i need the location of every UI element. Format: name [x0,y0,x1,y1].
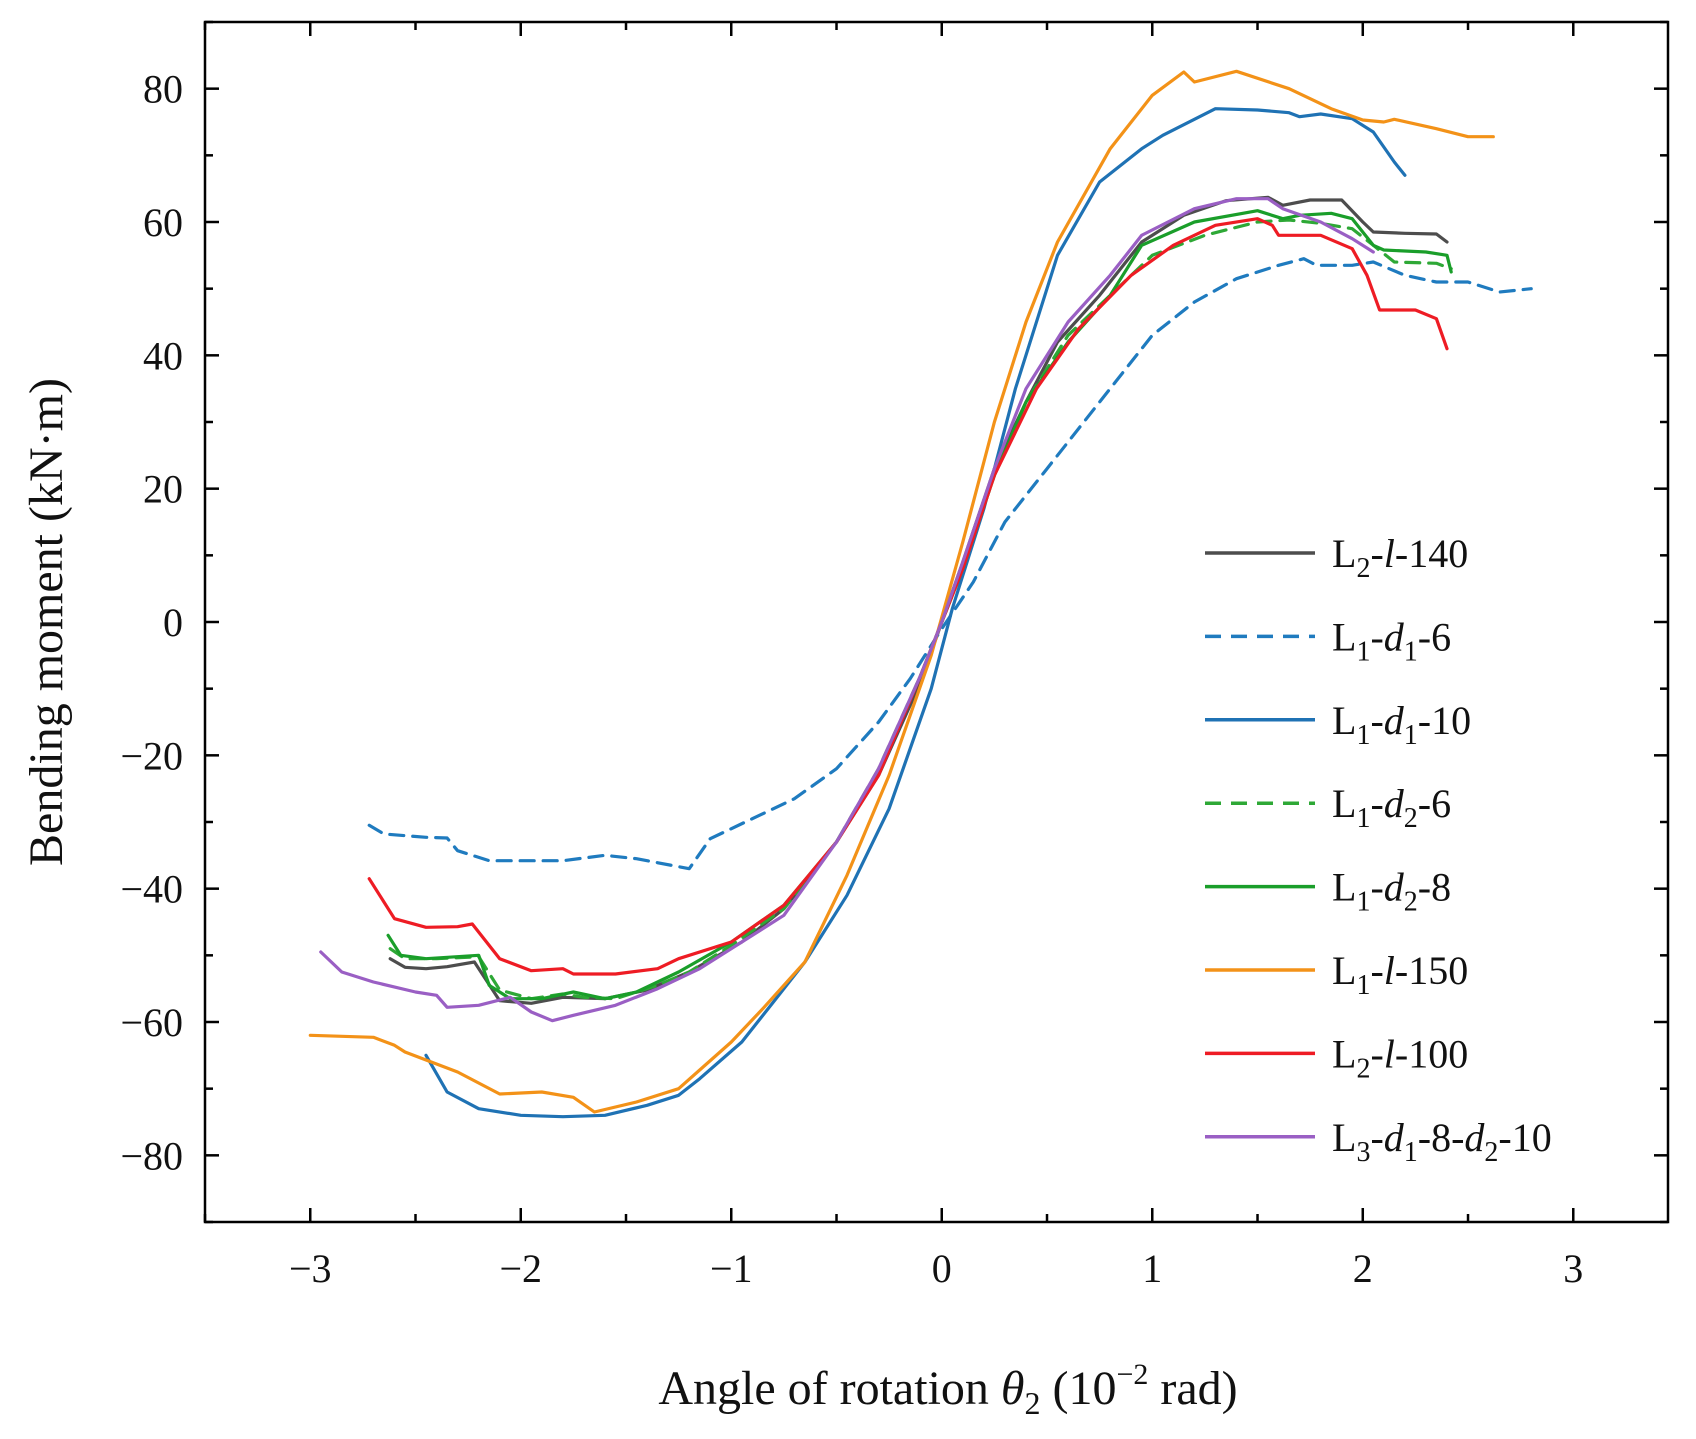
legend-label-L2-l-100: L2-l-100 [1332,1031,1468,1084]
legend: L2-l-140L1-d1-6L1-d1-10L1-d2-6L1-d2-8L1-… [1205,531,1552,1168]
legend-label-L1-d2-6: L1-d2-6 [1332,781,1451,834]
legend-label-part: d [1384,865,1405,910]
legend-label-part: -6 [1418,781,1451,826]
series-line-L1-d1-10 [424,107,1407,1119]
legend-label-part: 2 [1484,1137,1498,1168]
legend-label-part: - [1370,531,1383,576]
x-axis-title-unit-sup: −2 [1116,1358,1148,1391]
legend-label-part: - [1370,948,1383,993]
series-line-L1-d2-8 [386,209,1453,1001]
legend-label-part: 1 [1404,636,1418,667]
legend-label-part: -150 [1395,948,1468,993]
legend-label-part: d [1384,698,1405,743]
legend-label-part: - [1370,614,1383,659]
legend-label-part: - [1370,865,1383,910]
legend-label-L2-l-140: L2-l-140 [1332,531,1468,584]
legend-label-part: 1 [1356,720,1370,751]
legend-label-part: l [1384,531,1395,576]
legend-label-part: d [1464,1115,1485,1160]
x-axis-title-symbol: θ [1001,1362,1025,1415]
x-axis-title-text: Angle of rotation [658,1362,1001,1415]
x-tick-label: 2 [1353,1246,1373,1291]
legend-label-part: L [1332,698,1356,743]
y-tick-label: 80 [143,67,183,112]
legend-label-L1-d1-6: L1-d1-6 [1332,614,1451,667]
legend-label-part: L [1332,531,1356,576]
legend-label-part: -10 [1418,698,1471,743]
x-tick-label: 0 [932,1246,952,1291]
legend-label-part: 1 [1404,720,1418,751]
legend-label-part: - [1370,781,1383,826]
legend-label-part: d [1384,614,1405,659]
legend-label-part: - [1370,1115,1383,1160]
y-tick-label: −20 [120,733,183,778]
legend-label-part: - [1370,1031,1383,1076]
legend-label-part: -6 [1418,614,1451,659]
y-tick-label: −80 [120,1133,183,1178]
legend-label-part: 1 [1356,803,1370,834]
legend-label-part: 1 [1356,970,1370,1001]
y-tick-label: −40 [120,867,183,912]
legend-label-part: -140 [1395,531,1468,576]
y-tick-label: 40 [143,333,183,378]
legend-label-part: -8- [1418,1115,1465,1160]
legend-label-L3-d1-8-d2-10: L3-d1-8-d2-10 [1332,1115,1552,1168]
legend-label-part: d [1384,781,1405,826]
x-axis-title-unit-open: (10 [1040,1362,1116,1415]
y-tick-label: 0 [163,600,183,645]
x-tick-label: −2 [499,1246,542,1291]
legend-label-part: 2 [1356,1053,1370,1084]
legend-label-L1-l-150: L1-l-150 [1332,948,1468,1001]
x-tick-label: −3 [289,1246,332,1291]
legend-label-part: 2 [1356,553,1370,584]
legend-label-part: 2 [1404,887,1418,918]
axis-ticks: −3 −2 −1 0 1 2 3 −80 −60 −40 −20 0 20 40 60 80 [120,20,1668,1291]
x-axis-title-symbol-sub: 2 [1024,1385,1040,1421]
y-tick-label: 60 [143,200,183,245]
legend-label-part: L [1332,865,1356,910]
series-line-L3-d1-8-d2-10 [319,197,1375,1023]
x-axis-title-unit-close: rad) [1148,1362,1237,1415]
x-tick-label: 1 [1142,1246,1162,1291]
legend-label-part: 1 [1356,636,1370,667]
legend-label-part: L [1332,781,1356,826]
legend-label-part: -10 [1498,1115,1551,1160]
legend-label-part: 1 [1404,1137,1418,1168]
legend-label-part: L [1332,1115,1356,1160]
x-axis-title: Angle of rotation θ2 (10−2 rad) [658,1358,1237,1421]
x-tick-label: 3 [1563,1246,1583,1291]
series-line-L1-d2-6 [388,218,1453,1001]
legend-label-part: 3 [1356,1137,1370,1168]
series-line-L1-l-150 [308,69,1495,1114]
y-tick-label: −60 [120,1000,183,1045]
legend-label-part: -8 [1418,865,1451,910]
y-tick-label: 20 [143,467,183,512]
series-line-L2-l-140 [388,195,1449,1005]
legend-label-part: l [1384,948,1395,993]
legend-label-part: l [1384,1031,1395,1076]
legend-label-part: L [1332,1031,1356,1076]
legend-label-L1-d1-10: L1-d1-10 [1332,698,1471,751]
legend-label-part: - [1370,698,1383,743]
legend-label-part: L [1332,948,1356,993]
legend-label-part: L [1332,614,1356,659]
series-lines [308,69,1533,1119]
legend-label-L1-d2-8: L1-d2-8 [1332,865,1451,918]
y-axis-title: Bending moment (kN·m) [20,378,73,866]
legend-label-part: d [1384,1115,1405,1160]
legend-label-part: -100 [1395,1031,1468,1076]
legend-label-part: 1 [1356,887,1370,918]
x-tick-label: −1 [710,1246,753,1291]
legend-label-part: 2 [1404,803,1418,834]
